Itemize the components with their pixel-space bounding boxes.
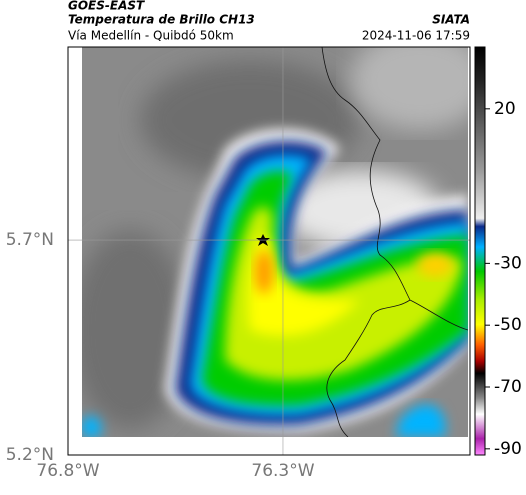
colorbar-tick-label: -90 (494, 439, 522, 459)
colorbar-tick-label: -70 (494, 377, 522, 397)
x-tick-label: 76.3°W (251, 461, 314, 481)
map-frame (67, 46, 471, 456)
satellite-image (82, 47, 468, 437)
region: Vía Medellín - Quibdó 50km (68, 29, 234, 43)
colorbar-tick-label: -50 (494, 315, 522, 335)
y-tick-label: 5.7°N (6, 230, 54, 250)
datetime: 2024-11-06 17:59 (362, 29, 470, 43)
y-tick-label: 5.2°N (6, 445, 54, 465)
colorbar-tick-label: -30 (494, 253, 522, 273)
x-tick-label: 76.8°W (36, 461, 99, 481)
colorbar (474, 46, 486, 456)
subtitle: Temperatura de Brillo CH13 (68, 13, 255, 27)
colorbar-tick-label: 20 (494, 99, 516, 119)
source: SIATA (432, 13, 470, 27)
title: GOES-EAST (68, 0, 145, 13)
